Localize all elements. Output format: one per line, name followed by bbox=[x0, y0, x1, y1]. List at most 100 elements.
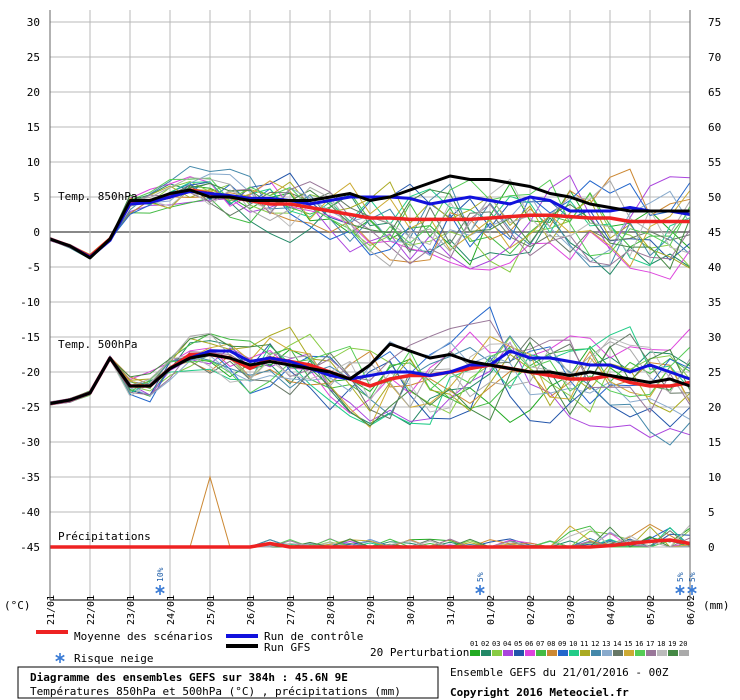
perturbation-id: 13 bbox=[602, 640, 610, 648]
perturbation-id: 10 bbox=[569, 640, 577, 648]
y-tick-left: -30 bbox=[20, 436, 40, 449]
x-tick-label: 30/01 bbox=[406, 595, 417, 625]
x-tick-label: 03/02 bbox=[566, 595, 577, 625]
y-tick-left: -20 bbox=[20, 366, 40, 379]
perturbation-swatch bbox=[503, 650, 513, 656]
perturbation-id: 08 bbox=[547, 640, 555, 648]
perturbation-swatch bbox=[635, 650, 645, 656]
perturbation-swatch bbox=[514, 650, 524, 656]
y-tick-right: 15 bbox=[708, 436, 721, 449]
perturbation-line bbox=[49, 177, 691, 267]
x-tick-label: 31/01 bbox=[446, 595, 457, 625]
x-tick-label: 24/01 bbox=[166, 595, 177, 625]
perturbation-id: 14 bbox=[613, 640, 621, 648]
perturbation-line bbox=[49, 341, 691, 439]
perturbation-swatch bbox=[481, 650, 491, 656]
y-tick-right: 40 bbox=[708, 261, 721, 274]
perturbation-swatch bbox=[679, 650, 689, 656]
perturbation-id: 09 bbox=[558, 640, 566, 648]
perturbation-id: 06 bbox=[525, 640, 533, 648]
perturbation-swatch bbox=[624, 650, 634, 656]
snow-risk-markers: 10% 5% 5% 5% bbox=[155, 567, 697, 595]
snow-risk-label: 5% bbox=[688, 572, 697, 582]
x-tick-label: 29/01 bbox=[366, 595, 377, 625]
section-label-t500: Temp. 500hPa bbox=[58, 338, 137, 351]
x-tick-label: 22/01 bbox=[86, 595, 97, 625]
y-tick-left: 30 bbox=[27, 16, 40, 29]
perturbation-id: 01 bbox=[470, 640, 478, 648]
x-tick-label: 26/01 bbox=[246, 595, 257, 625]
y-tick-left: -40 bbox=[20, 506, 40, 519]
perturbation-id: 02 bbox=[481, 640, 489, 648]
perturbation-id: 20 bbox=[679, 640, 687, 648]
y-tick-left: -15 bbox=[20, 331, 40, 344]
copyright: Copyright 2016 Meteociel.fr bbox=[450, 686, 629, 699]
perturbation-swatch bbox=[558, 650, 568, 656]
series-line bbox=[49, 174, 690, 260]
perturbation-swatch bbox=[569, 650, 579, 656]
chart-subtitle: Températures 850hPa et 500hPa (°C) , pré… bbox=[30, 685, 401, 698]
series-line bbox=[49, 342, 691, 405]
section-label-t850: Temp. 850hPa bbox=[58, 190, 137, 203]
perturbation-line bbox=[49, 181, 691, 269]
snowflake-icon bbox=[675, 585, 685, 595]
y-tick-right: 0 bbox=[708, 541, 715, 554]
run-info: Ensemble GEFS du 21/01/2016 - 00Z bbox=[450, 666, 669, 679]
x-tick-label: 21/01 bbox=[46, 595, 57, 625]
perturbation-id: 03 bbox=[492, 640, 500, 648]
series-line bbox=[50, 538, 691, 549]
perturbation-id: 15 bbox=[624, 640, 632, 648]
snowflake-icon bbox=[55, 653, 65, 663]
perturbation-line bbox=[49, 333, 691, 420]
y-tick-left: 0 bbox=[33, 226, 40, 239]
snow-risk-label: 10% bbox=[156, 567, 165, 582]
y-tick-right: 10 bbox=[708, 471, 721, 484]
y-tick-left: -45 bbox=[20, 541, 40, 554]
y-tick-left: 15 bbox=[27, 121, 40, 134]
snowflake-icon bbox=[687, 585, 697, 595]
x-tick-label: 27/01 bbox=[286, 595, 297, 625]
legend-control-label: Run de contrôle bbox=[264, 630, 363, 643]
perturbation-id: 07 bbox=[536, 640, 544, 648]
perturbation-line bbox=[49, 337, 691, 413]
main-series bbox=[49, 174, 691, 549]
series-line bbox=[49, 189, 691, 259]
perturbation-id: 05 bbox=[514, 640, 522, 648]
section-label-precip: Précipitations bbox=[58, 530, 151, 543]
y-tick-right: 45 bbox=[708, 226, 721, 239]
y-tick-right: 25 bbox=[708, 366, 721, 379]
perturbation-swatch bbox=[668, 650, 678, 656]
legend-mean-label: Moyenne des scénarios bbox=[74, 630, 213, 643]
y-tick-left: -5 bbox=[27, 261, 40, 274]
perturbation-id: 11 bbox=[580, 640, 588, 648]
title-box bbox=[17, 666, 439, 699]
y-tick-left: -10 bbox=[20, 296, 40, 309]
perturbation-swatch bbox=[492, 650, 502, 656]
x-tick-label: 01/02 bbox=[486, 595, 497, 625]
legend: Moyenne des scénarios Run de contrôle Ru… bbox=[36, 630, 689, 665]
perturbation-swatch bbox=[536, 650, 546, 656]
perturbation-line bbox=[49, 333, 691, 415]
perturbation-id: 19 bbox=[668, 640, 676, 648]
legend-gfs-label: Run GFS bbox=[264, 641, 310, 654]
y-tick-right: 60 bbox=[708, 121, 721, 134]
snowflake-icon bbox=[475, 585, 485, 595]
y-right-unit: (mm) bbox=[703, 599, 730, 612]
perturbation-id: 04 bbox=[503, 640, 511, 648]
legend-snow-label: Risque neige bbox=[74, 652, 153, 665]
perturbation-id: 16 bbox=[635, 640, 643, 648]
x-tick-label: 05/02 bbox=[646, 595, 657, 625]
perturbation-line bbox=[49, 333, 691, 427]
snowflake-icon bbox=[155, 585, 165, 595]
y-tick-left: -25 bbox=[20, 401, 40, 414]
snow-risk-label: 5% bbox=[676, 572, 685, 582]
perturbation-swatch bbox=[525, 650, 535, 656]
x-tick-label: 25/01 bbox=[206, 595, 217, 625]
y-tick-left: 25 bbox=[27, 51, 40, 64]
precip-spike bbox=[189, 475, 231, 548]
grid bbox=[49, 10, 691, 600]
y-tick-right: 20 bbox=[708, 401, 721, 414]
perturbation-id: 17 bbox=[646, 640, 654, 648]
